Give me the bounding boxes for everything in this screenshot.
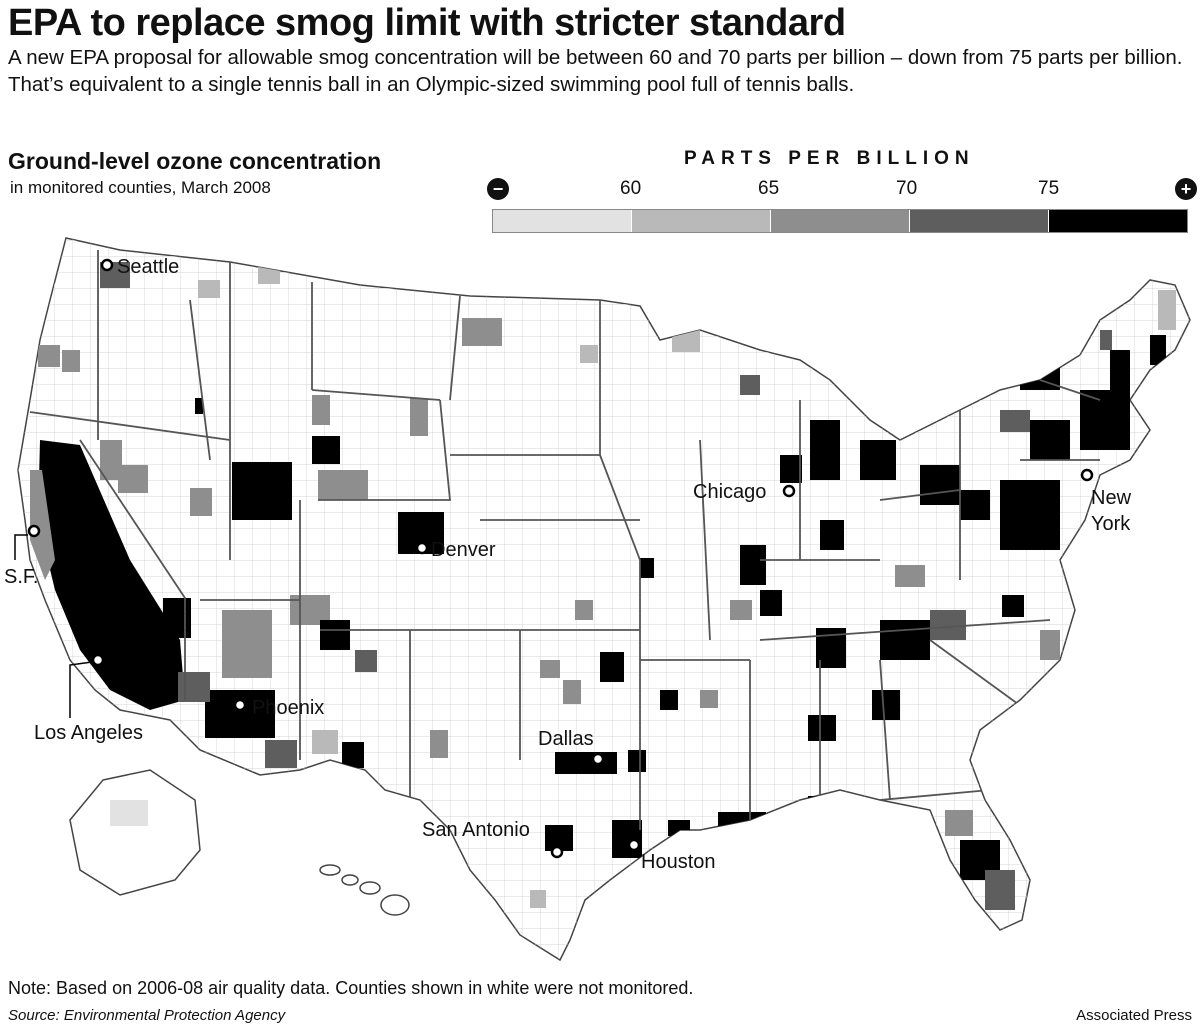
city-markers [14, 258, 1094, 859]
city-label-san-antonio: San Antonio [422, 819, 530, 841]
alaska-monitored-area [110, 800, 148, 826]
legend-title: PARTS PER BILLION [684, 148, 975, 169]
sf-marker [27, 524, 41, 538]
state-borders [29, 250, 1101, 830]
legend-tick-60: 60 [620, 178, 642, 199]
plus-icon: + [1175, 178, 1197, 200]
city-label-new-york: New York [1091, 487, 1132, 535]
legend-tick-70: 70 [896, 178, 918, 199]
headline: EPA to replace smog limit with stricter … [8, 2, 846, 44]
la-leader-line [69, 661, 93, 718]
note-text: Note: Based on 2006-08 air quality data.… [8, 978, 694, 998]
source-text: Source: Environmental Protection Agency [8, 1007, 286, 1024]
city-label-denver: Denver [431, 539, 496, 561]
minus-icon: − [487, 178, 509, 200]
legend-swatch-below-60 [493, 210, 632, 232]
credit-text: Associated Press [1076, 1007, 1192, 1024]
san-antonio-marker [550, 845, 564, 859]
legend-tick-65: 65 [758, 178, 780, 199]
phoenix-marker [233, 698, 247, 712]
seattle-marker [100, 258, 114, 272]
hawaii-shape [319, 864, 410, 916]
legend-tick-75: 75 [1038, 178, 1060, 199]
sf-leader-line [14, 534, 28, 560]
legend-swatch-70-75 [910, 210, 1049, 232]
houston-marker [627, 838, 641, 852]
denver-marker [415, 541, 429, 555]
map-subtitle: in monitored counties, March 2008 [10, 178, 271, 197]
chicago-marker [782, 484, 796, 498]
new-york-marker [1080, 468, 1094, 482]
los-angeles-marker [91, 653, 105, 667]
legend-swatch-65-70 [771, 210, 910, 232]
map-title: Ground-level ozone concentration [8, 148, 382, 174]
city-label-sf: S.F. [4, 566, 39, 588]
city-label-seattle: Seattle [117, 256, 180, 278]
legend-color-bar [492, 209, 1188, 233]
city-label-los-angeles: Los Angeles [34, 722, 143, 744]
city-label-chicago: Chicago [693, 481, 767, 503]
city-label-dallas: Dallas [538, 728, 594, 750]
city-label-houston: Houston [641, 851, 716, 873]
legend-swatch-above-75 [1049, 210, 1187, 232]
dallas-marker [591, 752, 605, 766]
alaska-shape [69, 769, 201, 896]
dek-paragraph: A new EPA proposal for allowable smog co… [8, 46, 1183, 96]
legend-swatch-60-65 [632, 210, 771, 232]
city-label-phoenix: Phoenix [252, 697, 325, 719]
contiguous-us [17, 237, 1191, 962]
